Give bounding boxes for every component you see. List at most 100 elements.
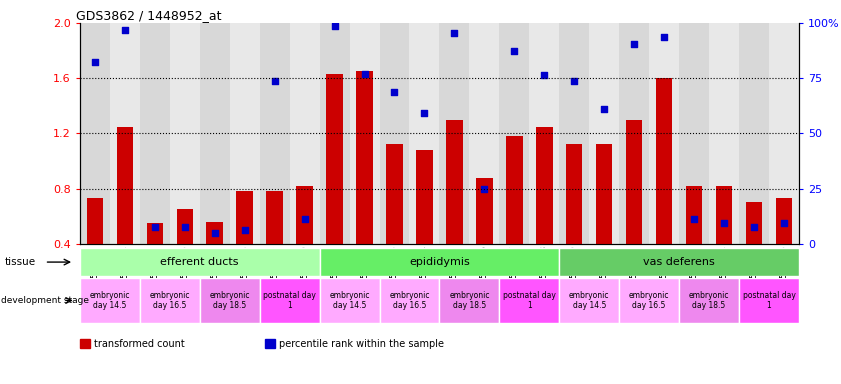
Bar (140, 23, 170, 244)
Text: postnatal day
1: postnatal day 1 (743, 291, 796, 310)
Bar (619, 23, 649, 244)
Point (748, 224, 761, 230)
Bar (559, 278, 619, 323)
Text: postnatal day
1: postnatal day 1 (503, 291, 556, 310)
Text: epididymis: epididymis (409, 257, 470, 267)
Bar (469, 23, 500, 244)
Bar (110, 23, 140, 244)
Bar (267, 191, 283, 244)
Bar (117, 127, 133, 244)
Text: GDS3862 / 1448952_at: GDS3862 / 1448952_at (77, 9, 222, 22)
Point (268, 78, 282, 84)
Bar (679, 23, 709, 244)
Bar (87, 198, 103, 244)
Bar (146, 223, 163, 244)
Point (508, 48, 521, 54)
Point (178, 224, 192, 230)
Bar (379, 278, 439, 323)
Point (447, 30, 461, 36)
Bar (439, 278, 500, 323)
Bar (529, 23, 559, 244)
Bar (140, 278, 199, 323)
Bar (410, 23, 439, 244)
Point (478, 185, 491, 192)
Text: embryonic
day 18.5: embryonic day 18.5 (209, 291, 250, 310)
Bar (447, 120, 463, 244)
Bar (320, 278, 379, 323)
Bar (686, 186, 702, 244)
Point (88, 59, 102, 65)
Text: vas deferens: vas deferens (643, 257, 715, 267)
Text: efferent ducts: efferent ducts (161, 257, 239, 267)
Bar (769, 23, 799, 244)
Bar (416, 150, 432, 244)
Bar (386, 144, 403, 244)
Point (717, 220, 731, 226)
Bar (775, 198, 792, 244)
Bar (326, 74, 343, 244)
Text: embryonic
day 18.5: embryonic day 18.5 (689, 291, 729, 310)
Bar (439, 23, 469, 244)
Bar (80, 278, 140, 323)
Bar (260, 278, 320, 323)
Text: embryonic
day 14.5: embryonic day 14.5 (330, 291, 370, 310)
Bar (739, 278, 799, 323)
Text: embryonic
day 16.5: embryonic day 16.5 (389, 291, 430, 310)
Bar (207, 222, 223, 244)
Text: embryonic
day 18.5: embryonic day 18.5 (449, 291, 489, 310)
Bar (199, 23, 230, 244)
Text: tissue: tissue (4, 257, 35, 267)
Point (298, 216, 311, 222)
Bar (236, 191, 253, 244)
Bar (679, 278, 739, 323)
Bar (230, 23, 260, 244)
Point (208, 230, 221, 236)
Text: transformed count: transformed count (94, 339, 185, 349)
Text: embryonic
day 14.5: embryonic day 14.5 (569, 291, 610, 310)
Point (597, 106, 611, 112)
Bar (739, 23, 769, 244)
Point (118, 27, 131, 33)
Point (148, 224, 161, 230)
Point (357, 71, 371, 77)
Bar (350, 23, 379, 244)
Point (238, 227, 251, 233)
Bar (559, 248, 799, 276)
Text: embryonic
day 16.5: embryonic day 16.5 (150, 291, 190, 310)
Bar (619, 278, 679, 323)
Bar (170, 23, 199, 244)
Bar (566, 144, 583, 244)
Bar (80, 248, 320, 276)
Bar (296, 186, 313, 244)
Bar (536, 127, 553, 244)
Bar (506, 136, 522, 244)
Bar (746, 202, 762, 244)
Bar (320, 23, 350, 244)
Bar (656, 78, 672, 244)
Bar (500, 278, 559, 323)
Bar (320, 248, 559, 276)
Point (568, 78, 581, 84)
Text: embryonic
day 16.5: embryonic day 16.5 (629, 291, 669, 310)
Bar (379, 23, 410, 244)
Bar (716, 186, 733, 244)
Bar (260, 23, 289, 244)
Point (687, 216, 701, 222)
Bar (199, 278, 260, 323)
Bar (559, 23, 590, 244)
Text: percentile rank within the sample: percentile rank within the sample (279, 339, 444, 349)
Point (328, 23, 341, 29)
Bar (590, 23, 619, 244)
Point (388, 89, 401, 95)
Bar (80, 23, 110, 244)
Bar (177, 209, 193, 244)
Text: postnatal day
1: postnatal day 1 (263, 291, 316, 310)
Bar (500, 23, 529, 244)
Text: embryonic
day 14.5: embryonic day 14.5 (90, 291, 130, 310)
Bar (289, 23, 320, 244)
Bar (626, 120, 643, 244)
Bar (709, 23, 739, 244)
Point (418, 110, 431, 116)
Point (537, 73, 551, 79)
Point (777, 220, 791, 226)
